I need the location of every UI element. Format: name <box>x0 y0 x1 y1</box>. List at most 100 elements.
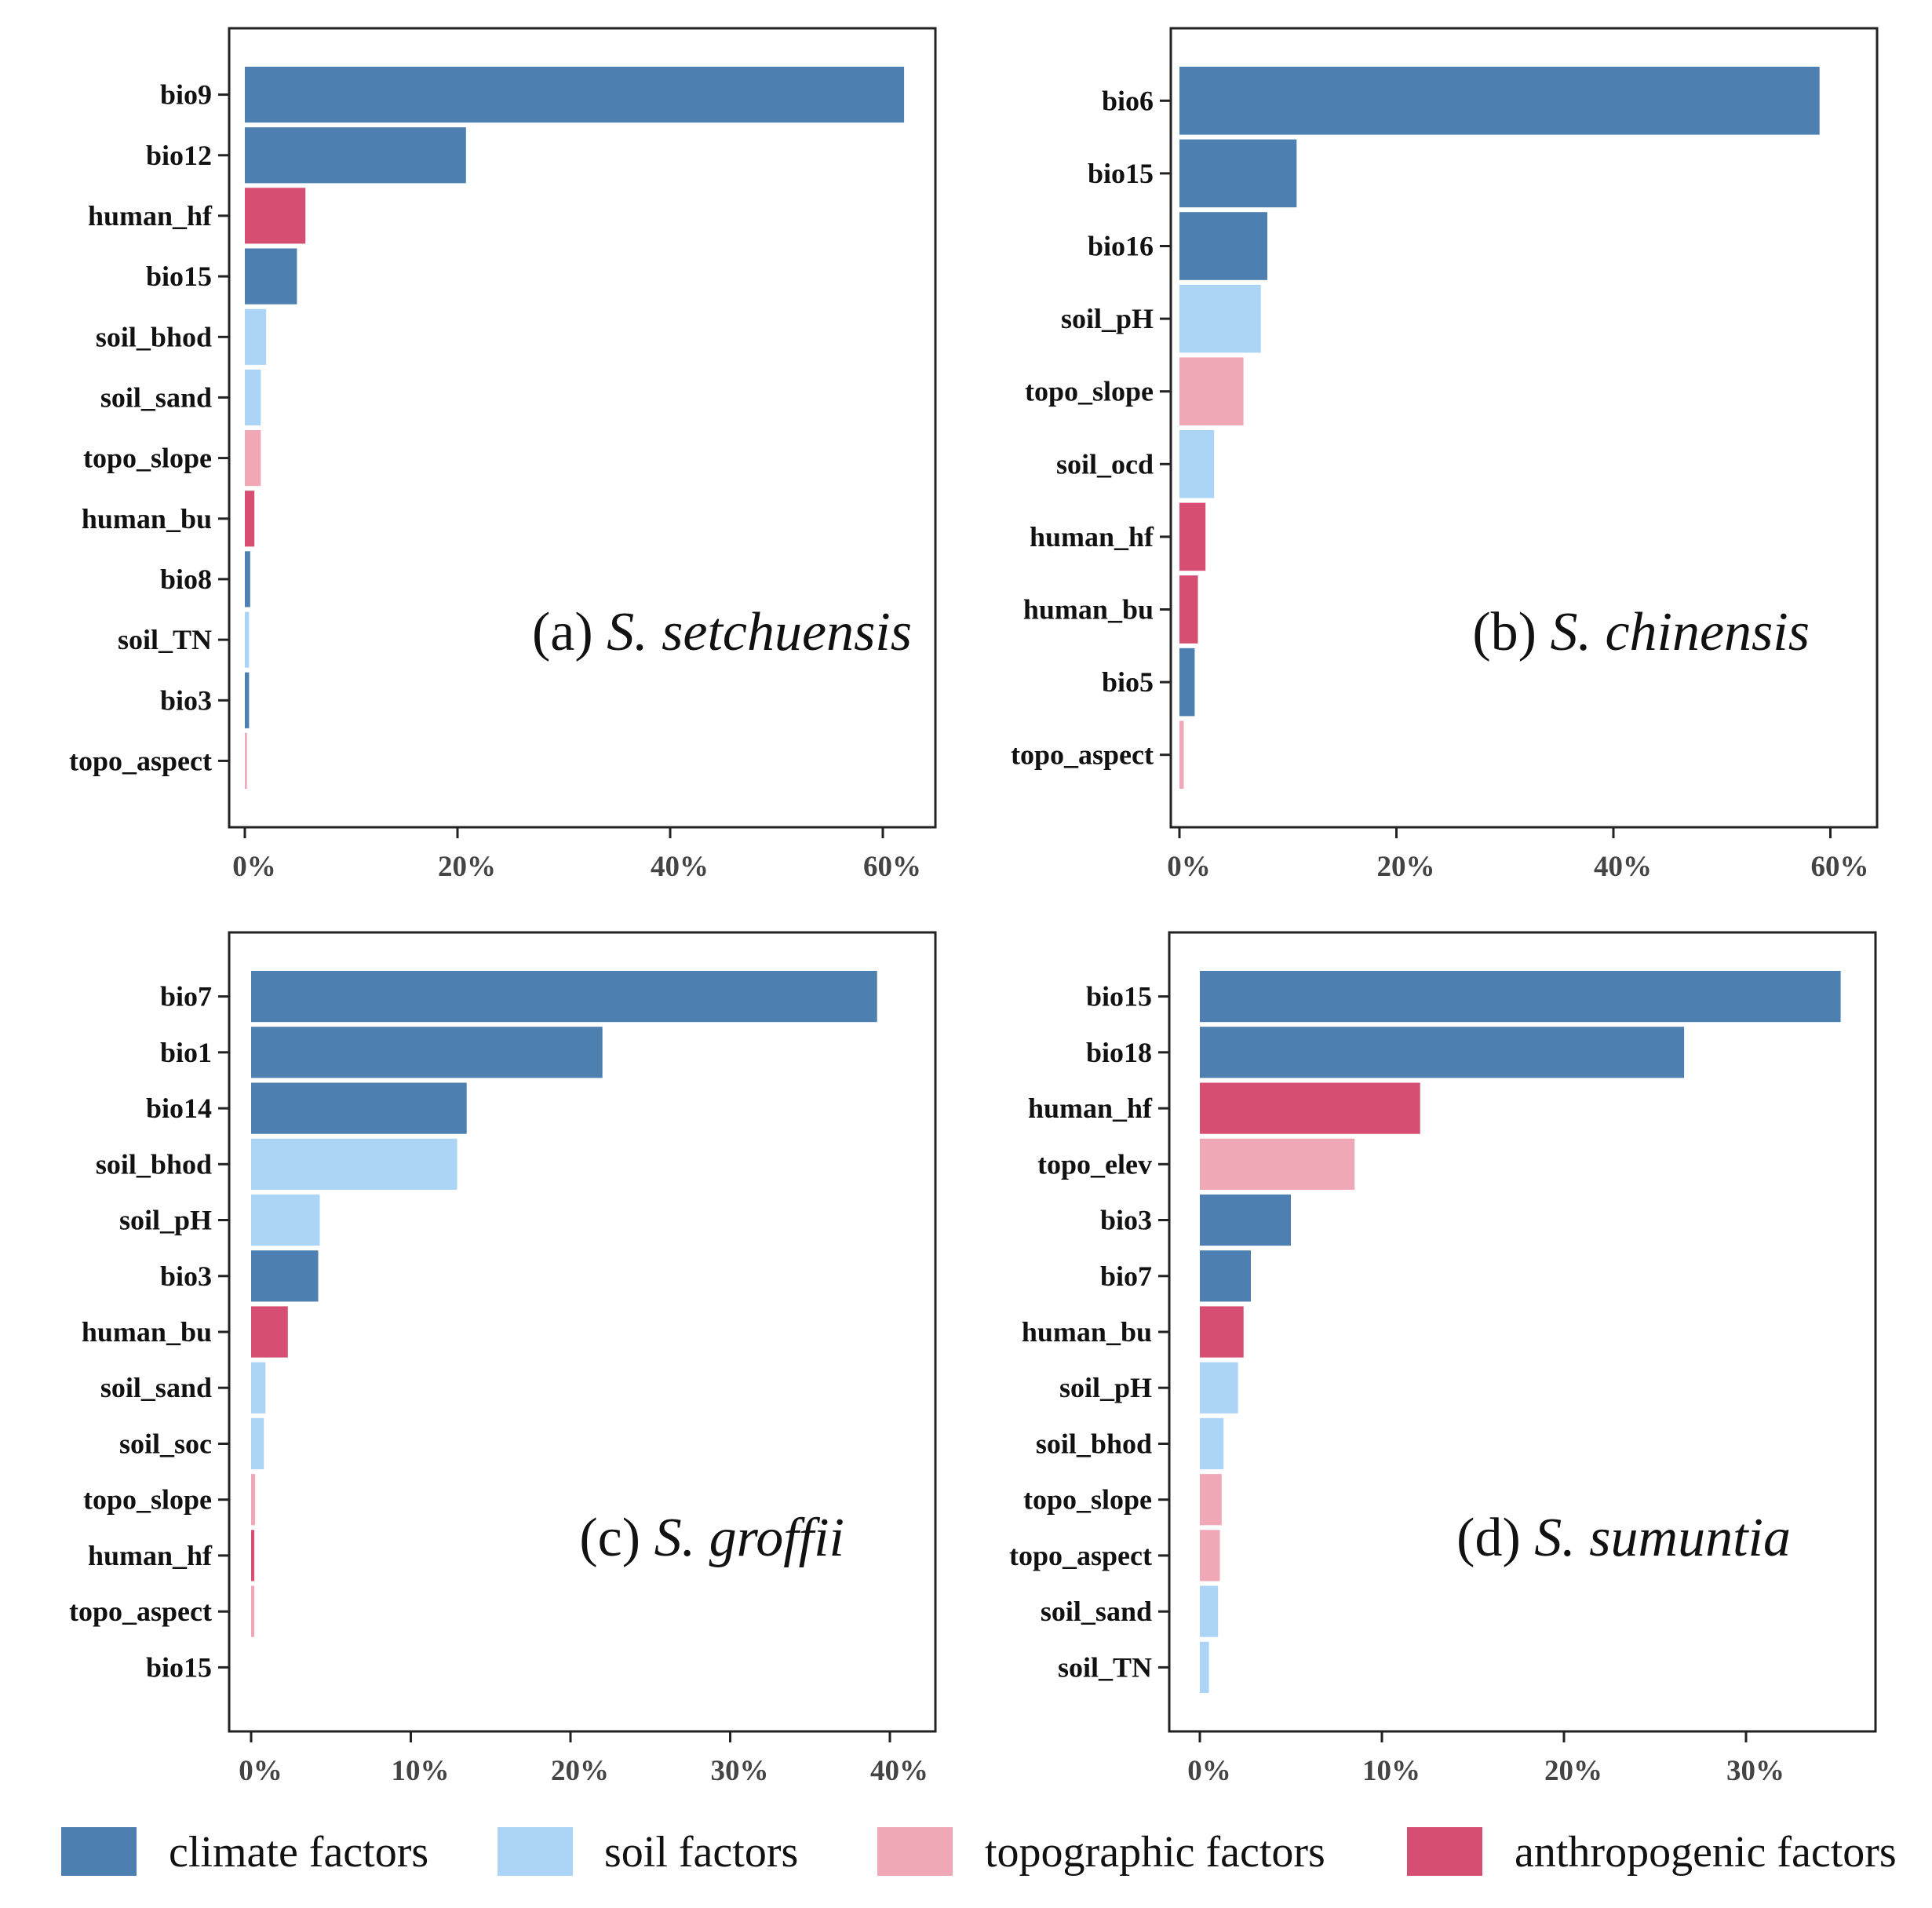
legend-swatch-climate <box>61 1827 137 1876</box>
plot-frame <box>228 27 937 829</box>
y-tick-label: topo_aspect <box>69 745 212 776</box>
y-tick-label: bio6 <box>1102 85 1154 116</box>
y-tick-label: bio16 <box>1088 231 1154 262</box>
bar-bio8 <box>245 551 250 607</box>
bar-bio15 <box>1200 971 1841 1023</box>
y-tick-label: bio18 <box>1086 1037 1152 1068</box>
bar-bio3 <box>1200 1194 1291 1246</box>
bar-topo_slope <box>251 1474 256 1526</box>
bar-bio9 <box>245 67 905 123</box>
bar-soil_pH <box>251 1194 320 1246</box>
y-tick-label: bio8 <box>160 564 212 595</box>
y-tick-label: human_hf <box>1030 521 1154 553</box>
bar-bio7 <box>251 971 877 1023</box>
y-tick-label: soil_pH <box>1061 303 1154 334</box>
y-tick-label: human_bu <box>1022 1316 1152 1348</box>
x-tick-label: 10% <box>1362 1755 1420 1787</box>
y-tick-label: bio12 <box>146 140 212 171</box>
y-tick-label: bio3 <box>160 1260 212 1292</box>
x-tick-label: 30% <box>711 1755 769 1787</box>
chart-panel-d: bio15 bio18 human_hf topo_elev bio3 bio7 human… <box>1009 931 1877 1787</box>
legend-label-anthropogenic: anthropogenic factors <box>1515 1828 1897 1877</box>
y-tick-label: soil_pH <box>1059 1372 1152 1403</box>
bar-bio3 <box>245 672 250 728</box>
bar-soil_sand <box>245 369 261 425</box>
bar-bio15 <box>1179 139 1297 208</box>
legend-swatch-soil <box>498 1827 573 1876</box>
bar-soil_sand <box>251 1362 266 1414</box>
bar-soil_bhod <box>1200 1417 1224 1469</box>
bar-topo_slope <box>245 430 261 487</box>
bar-bio3 <box>251 1250 319 1302</box>
bar-bio18 <box>1200 1027 1685 1078</box>
x-tick-label: 60% <box>1811 851 1869 883</box>
panel-title: (c) S. groffii <box>579 1508 844 1568</box>
bar-soil_pH <box>1200 1362 1238 1414</box>
bar-topo_elev <box>1200 1138 1355 1190</box>
bar-soil_sand <box>1200 1585 1219 1637</box>
y-tick-label: human_bu <box>82 1316 212 1348</box>
plot-frame <box>1169 27 1879 829</box>
bar-bio6 <box>1179 67 1820 135</box>
y-tick-label: soil_sand <box>100 381 212 413</box>
y-tick-label: soil_sand <box>1041 1596 1152 1627</box>
x-tick-label: 20% <box>1377 851 1435 883</box>
y-tick-label: topo_aspect <box>1009 1540 1152 1571</box>
panel-title: (b) S. chinensis <box>1472 602 1810 662</box>
bar-soil_TN <box>245 611 250 668</box>
chart-panel-b: bio6 bio15 bio16 soil_pH topo_slope soil_ocdh… <box>1011 27 1879 883</box>
y-tick-label: bio9 <box>160 79 212 111</box>
bar-human_bu <box>1200 1306 1244 1358</box>
x-tick-label: 0% <box>239 1755 283 1787</box>
y-tick-label: bio7 <box>1100 1260 1152 1292</box>
x-tick-label: 60% <box>863 851 921 883</box>
y-tick-label: topo_slope <box>1025 376 1154 407</box>
x-tick-label: 0% <box>232 851 276 883</box>
x-tick-label: 40% <box>651 851 709 883</box>
y-tick-label: human_hf <box>88 200 213 232</box>
bar-topo_aspect <box>251 1585 255 1637</box>
y-tick-label: soil_TN <box>1058 1651 1152 1683</box>
y-tick-label: topo_aspect <box>1011 739 1154 771</box>
x-tick-label: 20% <box>438 851 496 883</box>
bar-soil_TN <box>1200 1641 1209 1693</box>
y-tick-label: topo_elev <box>1037 1148 1152 1180</box>
bar-bio14 <box>251 1082 467 1134</box>
y-tick-label: soil_pH <box>119 1205 212 1236</box>
bar-human_bu <box>1179 575 1198 644</box>
y-tick-label: bio15 <box>146 261 212 292</box>
bar-bio15 <box>245 248 297 305</box>
panel-title: (a) S. setchuensis <box>532 602 912 662</box>
y-tick-label: human_bu <box>82 503 212 534</box>
y-tick-label: bio14 <box>146 1093 212 1124</box>
y-tick-label: bio15 <box>146 1651 212 1683</box>
bar-bio12 <box>245 127 466 184</box>
bar-soil_ocd <box>1179 430 1215 498</box>
x-tick-label: 0% <box>1167 851 1211 883</box>
x-tick-label: 30% <box>1726 1755 1784 1787</box>
y-tick-label: soil_bhod <box>96 1148 212 1180</box>
chart-panel-c: bio7 bio1 bio14 soil_bhod soil_pH bio3 human_b… <box>69 931 937 1787</box>
legend: climate factors soil factors topographic f… <box>61 1827 1897 1877</box>
y-tick-label: bio1 <box>160 1037 212 1068</box>
legend-swatch-topographic <box>877 1827 953 1876</box>
bar-bio5 <box>1179 648 1195 717</box>
bar-human_hf <box>1200 1082 1420 1134</box>
x-tick-label: 40% <box>1594 851 1652 883</box>
y-tick-label: topo_slope <box>1023 1484 1152 1516</box>
bar-human_bu <box>245 491 255 547</box>
bar-human_bu <box>251 1306 288 1358</box>
y-tick-label: bio5 <box>1102 666 1154 698</box>
y-tick-label: soil_TN <box>118 624 212 655</box>
y-tick-label: soil_bhod <box>96 321 212 352</box>
y-tick-label: soil_ocd <box>1056 448 1154 480</box>
bar-soil_pH <box>1179 284 1261 353</box>
legend-label-topographic: topographic factors <box>985 1828 1325 1877</box>
x-tick-label: 0% <box>1187 1755 1231 1787</box>
bar-soil_bhod <box>251 1138 457 1190</box>
bar-bio1 <box>251 1027 603 1078</box>
bar-topo_aspect <box>245 732 247 789</box>
y-tick-label: bio3 <box>1100 1205 1152 1236</box>
x-tick-label: 20% <box>1544 1755 1602 1787</box>
